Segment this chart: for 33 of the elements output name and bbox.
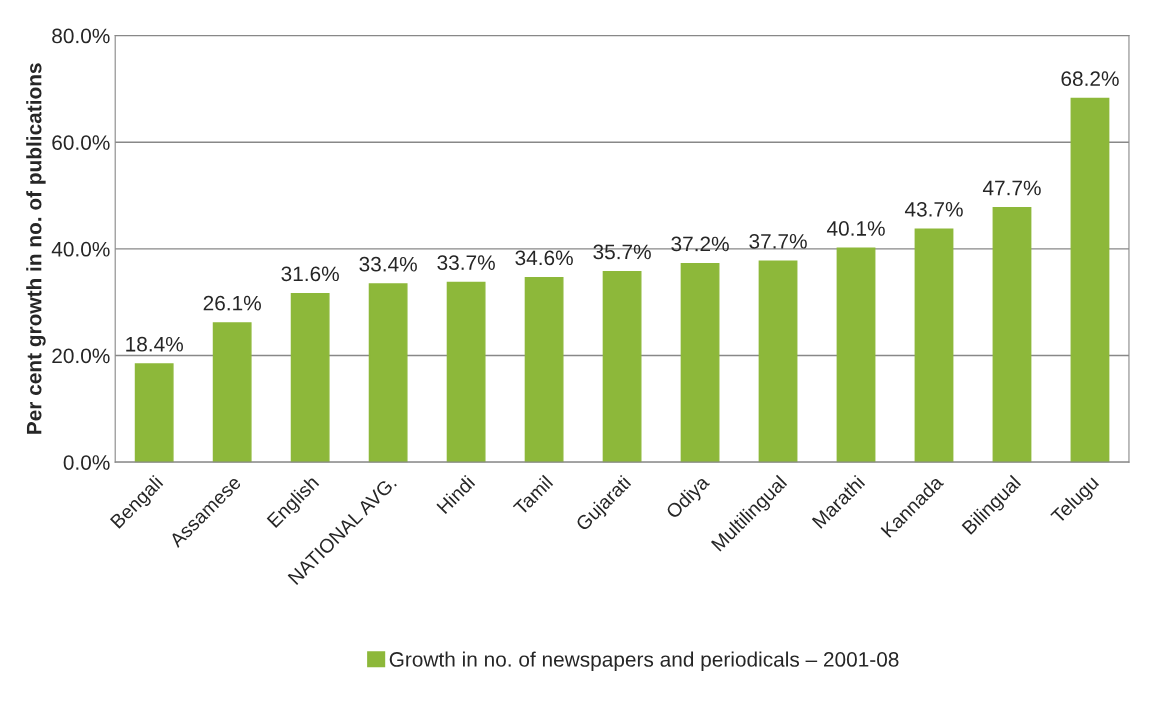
bar <box>368 283 408 463</box>
data-label: 18.4% <box>126 336 183 352</box>
bar <box>1070 97 1110 463</box>
data-label: 35.7% <box>593 244 651 260</box>
legend-label: Growth in no. of newspapers and periodicals – 2001-08 <box>389 651 899 671</box>
y-tick-label: 20.0% <box>52 348 110 364</box>
data-label: 37.7% <box>749 233 807 249</box>
data-label: 34.6% <box>515 250 573 266</box>
data-label: 33.7% <box>437 255 495 270</box>
bar <box>680 263 720 463</box>
data-label: 47.7% <box>982 180 1041 196</box>
bar <box>914 228 954 463</box>
bar <box>212 322 252 463</box>
data-label: 37.2% <box>671 236 729 252</box>
y-tick-label: 80.0% <box>52 28 110 44</box>
bar <box>134 363 174 463</box>
y-tick-label: 0.0% <box>63 455 110 470</box>
data-label: 40.1% <box>826 221 885 236</box>
data-label: 26.1% <box>203 295 261 311</box>
bar <box>602 271 642 463</box>
bar <box>290 292 330 463</box>
bar <box>524 276 564 463</box>
bar <box>992 207 1032 463</box>
bar <box>836 247 876 463</box>
y-tick-label: 60.0% <box>52 135 110 150</box>
data-label: 33.4% <box>359 256 417 272</box>
data-label: 43.7% <box>904 201 963 217</box>
data-label: 31.6% <box>281 266 339 282</box>
y-tick-label: 40.0% <box>51 241 110 257</box>
data-label: 68.2% <box>1061 71 1119 87</box>
bar <box>758 260 798 463</box>
bar <box>446 281 486 463</box>
y-axis-title: Per cent growth in no. of publications <box>26 63 46 434</box>
